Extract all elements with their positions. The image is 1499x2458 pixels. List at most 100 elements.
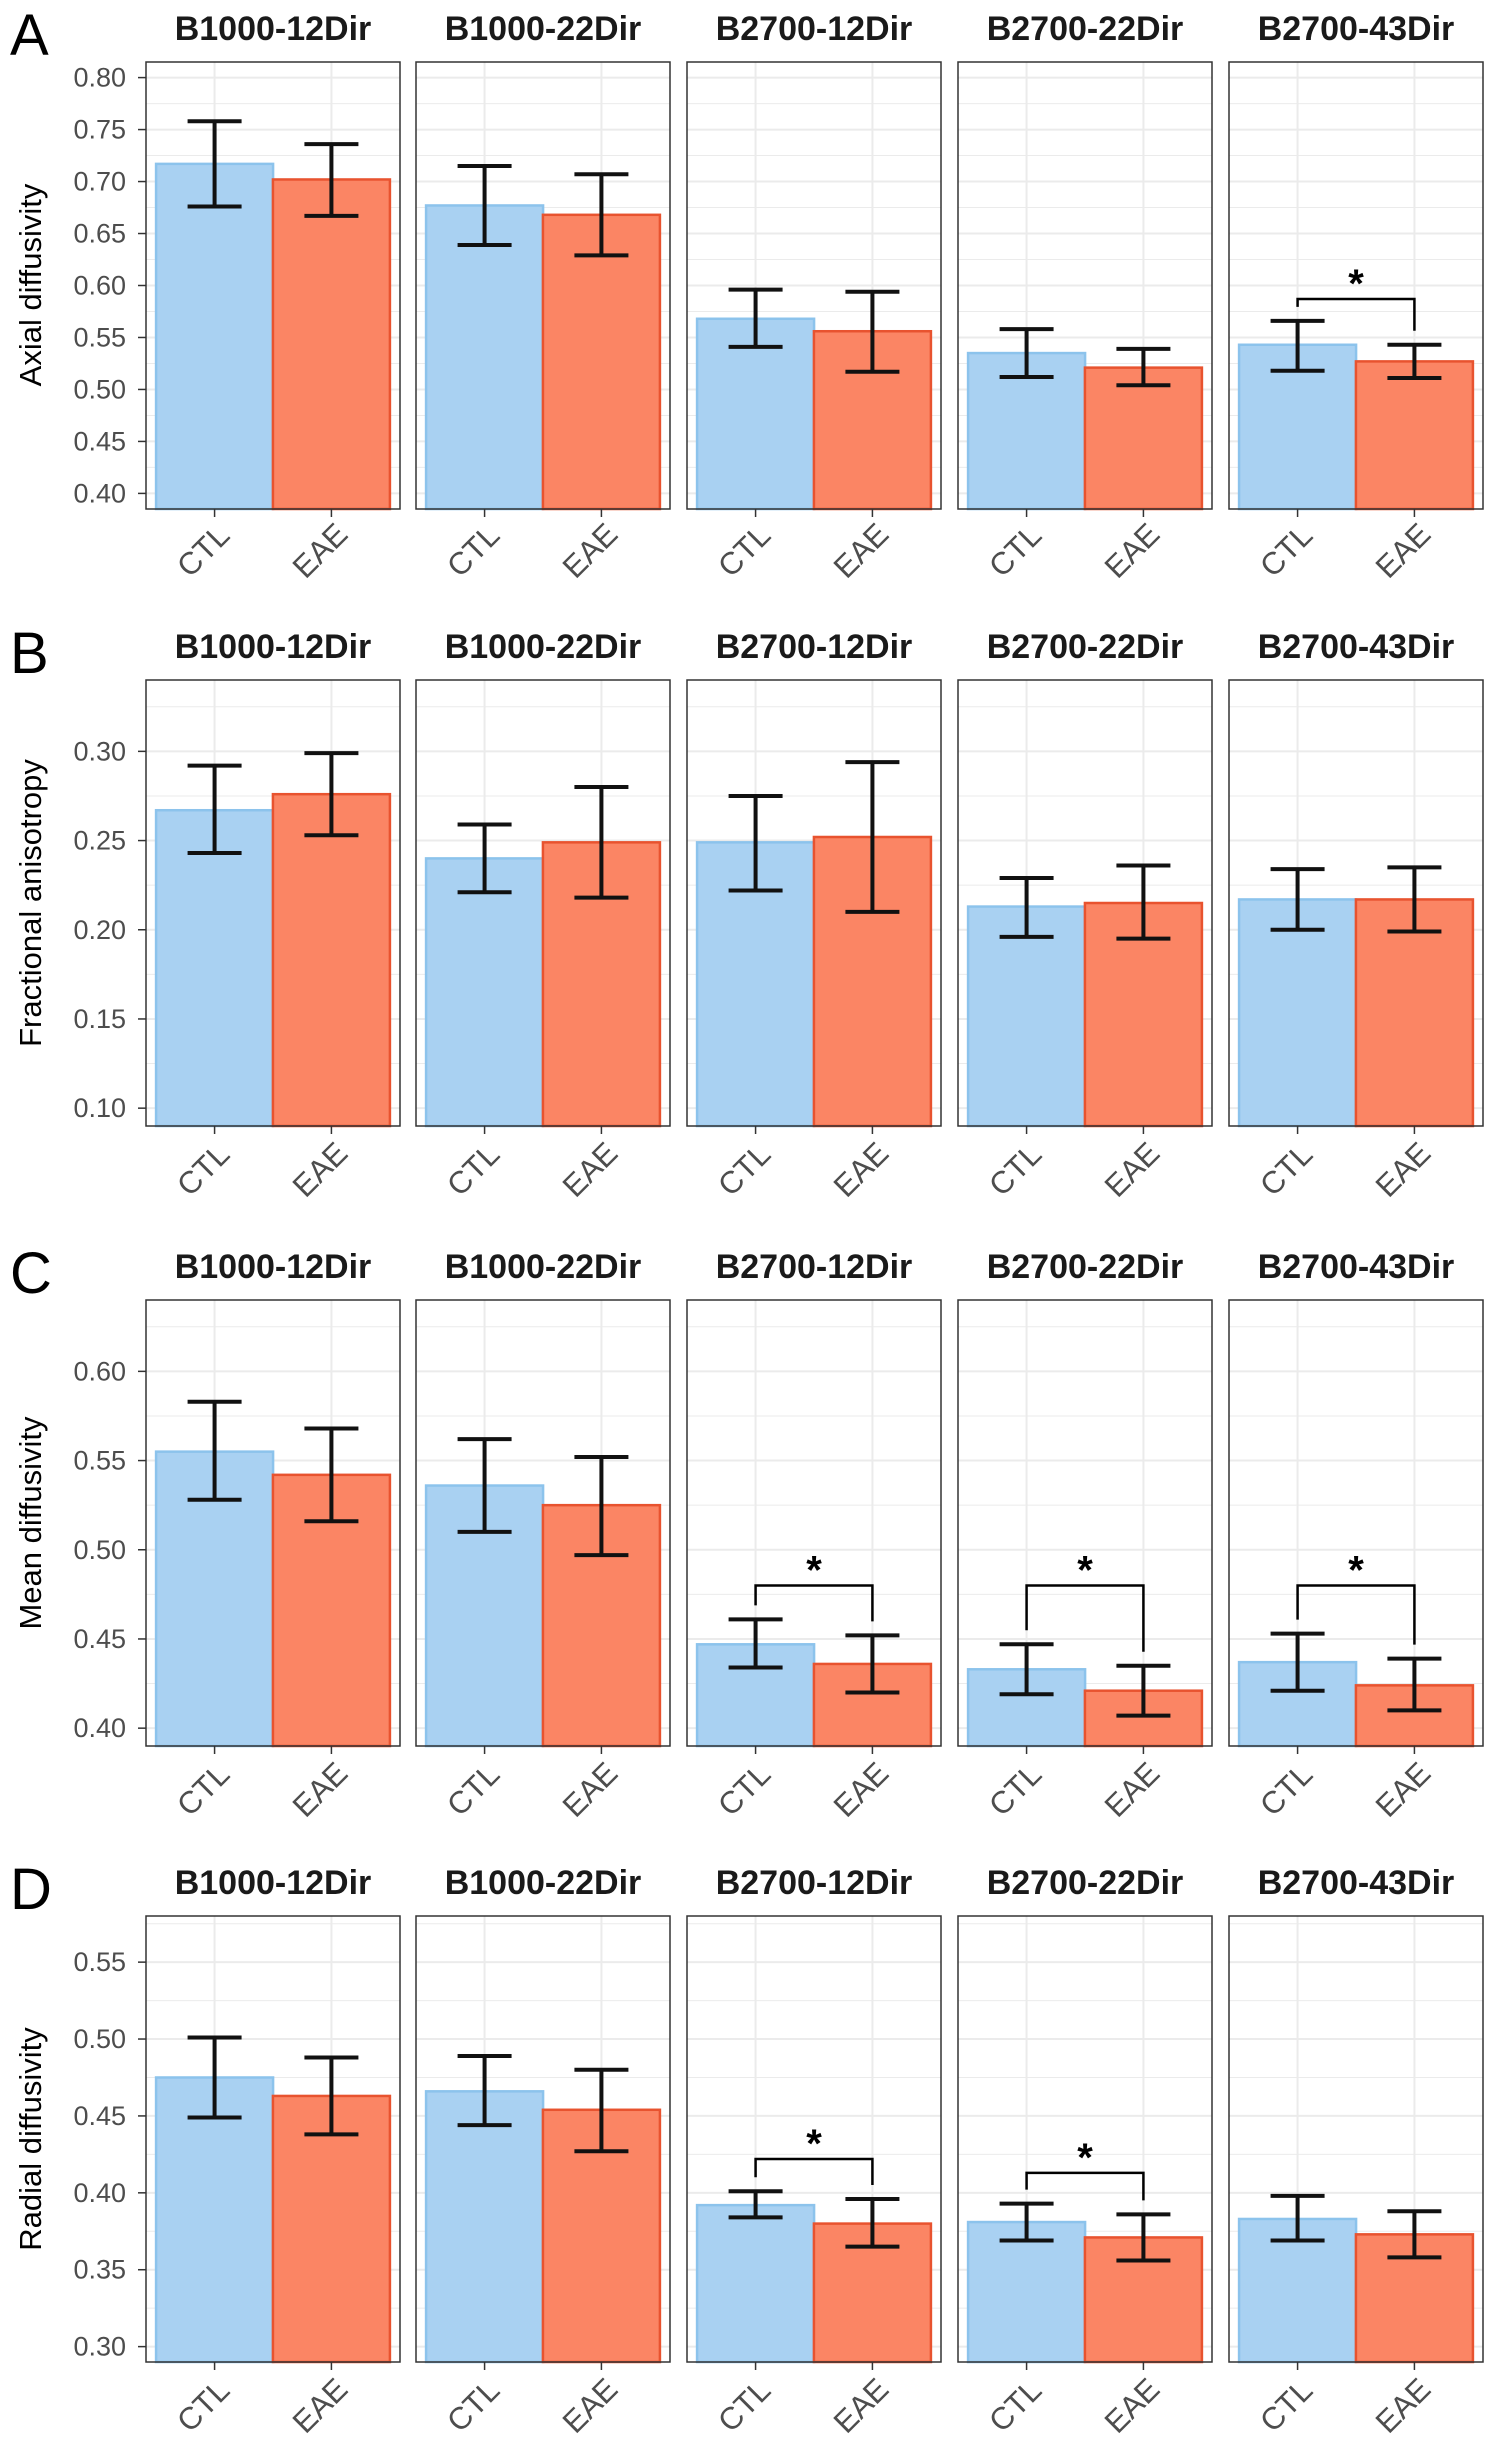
- error-bar-eae: [574, 2067, 629, 2154]
- significance-star: *: [1077, 1548, 1093, 1592]
- y-tick-label: 0.60: [73, 271, 126, 301]
- facet-b2700-43dir: B2700-43Dir*CTL EAE: [1228, 10, 1484, 585]
- bar-ctl: [1237, 898, 1358, 1128]
- error-bar-eae: [845, 760, 900, 914]
- facet-title: B1000-22Dir: [445, 1248, 642, 1286]
- error-bar-eae: [1116, 863, 1171, 941]
- bar-eae: [1354, 360, 1475, 511]
- facet-title: B2700-22Dir: [987, 10, 1184, 48]
- error-bar-eae: [1387, 1656, 1442, 1713]
- error-bar-eae: [1387, 342, 1442, 381]
- y-tick-label: 0.45: [73, 1624, 126, 1654]
- facet-b2700-12dir: B2700-12Dir*CTL EAE: [686, 1248, 942, 1824]
- facet-border: [686, 679, 942, 1127]
- y-tick-label: 0.45: [73, 426, 126, 456]
- facet-border: [686, 61, 942, 510]
- significance-bracket: [1025, 2171, 1145, 2201]
- facet-border: [145, 1299, 401, 1747]
- y-tick-label: 0.75: [73, 115, 126, 145]
- bar-ctl: [695, 2203, 816, 2364]
- panel-letter: C: [10, 1241, 52, 1306]
- error-bar-ctl: [728, 2189, 783, 2220]
- y-tick-label: 0.30: [73, 2332, 126, 2362]
- y-tick-label: 0.50: [73, 2024, 126, 2054]
- facet-b2700-22dir: B2700-22Dir*CTL EAE: [957, 1864, 1213, 2440]
- y-tick-label: 0.25: [73, 826, 126, 856]
- facet-title: B2700-12Dir: [716, 10, 913, 48]
- y-tick-label: 0.40: [73, 478, 126, 508]
- bar-eae: [1083, 366, 1204, 511]
- significance-star: *: [1077, 2136, 1093, 2180]
- error-bar-ctl: [187, 119, 242, 209]
- facet-title: B1000-12Dir: [175, 628, 372, 666]
- error-bar-eae: [845, 1633, 900, 1695]
- error-bar-ctl: [999, 2201, 1054, 2243]
- y-tick-label: 0.50: [73, 1535, 126, 1565]
- facet-border: [1228, 61, 1484, 510]
- facet-border: [686, 1299, 942, 1747]
- bar-eae: [271, 2094, 392, 2364]
- error-bar-eae: [1116, 1663, 1171, 1718]
- error-bar-ctl: [728, 287, 783, 349]
- facet-border: [145, 1915, 401, 2363]
- y-tick-label: 0.45: [73, 2101, 126, 2131]
- y-tick-label: 0.15: [73, 1004, 126, 1034]
- error-bar-eae: [574, 1454, 629, 1558]
- y-tick-label: 0.35: [73, 2255, 126, 2285]
- significance-star: *: [1348, 262, 1364, 306]
- bar-ctl: [154, 162, 275, 511]
- facet-title: B1000-12Dir: [175, 1248, 372, 1286]
- facet-border: [1228, 1299, 1484, 1747]
- y-tick-label: 0.50: [73, 374, 126, 404]
- facet-b2700-22dir: B2700-22Dir*CTL EAE: [957, 1248, 1213, 1824]
- panel-a: A Axial diffusivity 0.40 0.45 0.50 0.55 0.60 0.…: [10, 3, 1484, 585]
- facet-border: [957, 679, 1213, 1127]
- error-bar-eae: [1116, 346, 1171, 388]
- facet-title: B1000-22Dir: [445, 1864, 642, 1902]
- bar-eae: [271, 792, 392, 1128]
- bar-eae: [271, 178, 392, 511]
- error-bar-ctl: [999, 876, 1054, 939]
- error-bar-eae: [304, 142, 359, 218]
- bar-ctl: [966, 905, 1087, 1128]
- error-bar-eae: [304, 2055, 359, 2137]
- panel-b: B Fractional anisotropy 0.10 0.15 0.20 0.25 0.…: [10, 621, 1484, 1204]
- facet-border: [415, 679, 671, 1127]
- significance-bracket: [1296, 297, 1416, 331]
- significance-bracket: [1296, 1584, 1416, 1645]
- error-bar-ctl: [999, 327, 1054, 379]
- significance-bracket: [754, 2157, 874, 2185]
- error-bar-ctl: [187, 2035, 242, 2120]
- error-bar-ctl: [1270, 2193, 1325, 2243]
- facet-border: [145, 61, 401, 510]
- error-bar-ctl: [457, 163, 512, 247]
- y-tick-label: 0.20: [73, 915, 126, 945]
- y-axis-label: Radial diffusivity: [13, 2027, 48, 2251]
- significance-star: *: [1348, 1548, 1364, 1592]
- facet-b2700-43dir: B2700-43Dir*CTL EAE: [1228, 1248, 1484, 1824]
- facet-title: B2700-22Dir: [987, 1864, 1184, 1902]
- error-bar-eae: [304, 1426, 359, 1524]
- bar-ctl: [154, 808, 275, 1128]
- facet-border: [1228, 1915, 1484, 2363]
- bar-ctl: [966, 2220, 1087, 2364]
- facet-title: B2700-43Dir: [1258, 1248, 1455, 1286]
- facet-border: [145, 679, 401, 1127]
- facet-title: B2700-12Dir: [716, 1864, 913, 1902]
- facet-b2700-12dir: B2700-12Dir*CTL EAE: [686, 1864, 942, 2440]
- facet-title: B2700-43Dir: [1258, 628, 1455, 666]
- facet-border: [415, 1299, 671, 1747]
- y-axis-label: Fractional anisotropy: [13, 759, 48, 1047]
- facet-border: [415, 1915, 671, 2363]
